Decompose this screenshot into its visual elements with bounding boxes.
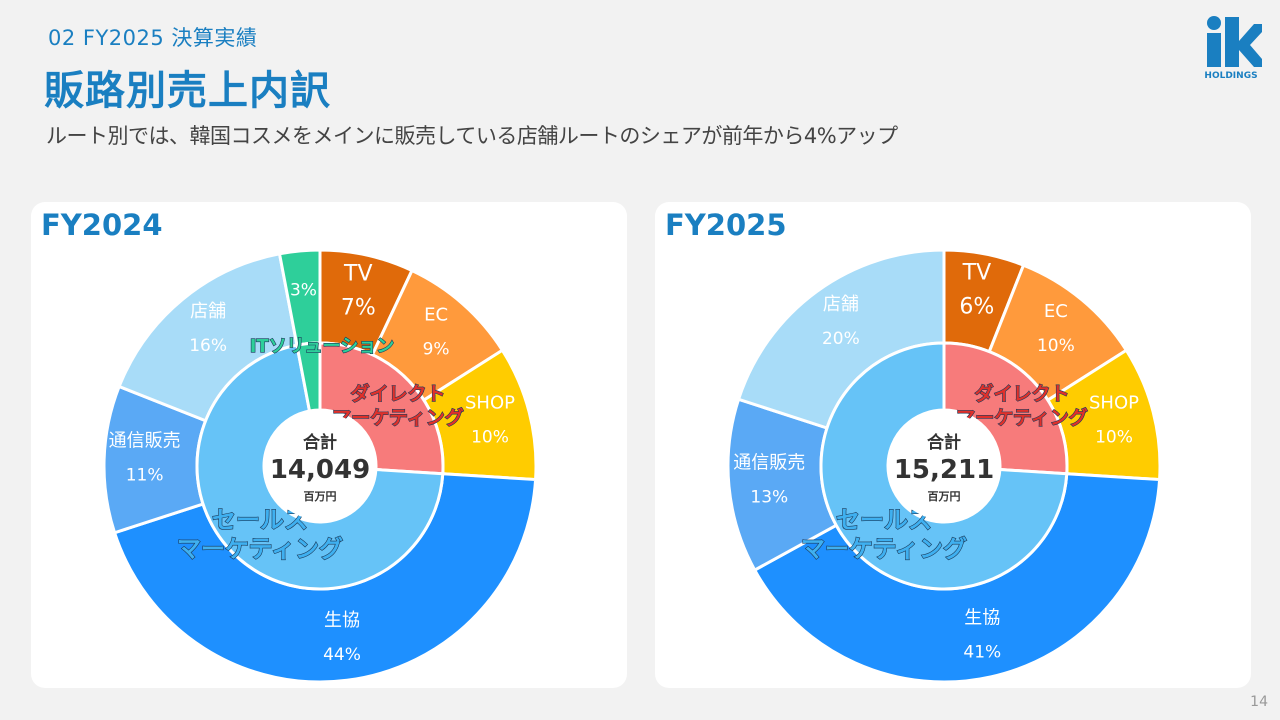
outer-slice-name-segment-4: 通信販売 — [733, 453, 805, 474]
outer-slice-name-shop: SHOP — [1089, 392, 1139, 413]
inner-segment-label-2: ITソリューション — [250, 336, 395, 357]
page-subtitle: ルート別では、韓国コスメをメインに販売している店舗ルートのシェアが前年から4%ア… — [46, 124, 898, 148]
outer-slice-value-segment-5: 20% — [822, 329, 860, 349]
outer-slice-value-ec: 10% — [1037, 336, 1075, 356]
inner-segment-label-0: ダイレクトマーケティング — [332, 382, 463, 429]
ik-holdings-logo: HOLDINGS — [1204, 16, 1262, 80]
outer-slice-value-shop: 10% — [471, 427, 509, 447]
inner-slice-0 — [318, 341, 445, 476]
center-label: 合計 — [927, 432, 961, 453]
logo-text: HOLDINGS — [1204, 71, 1257, 80]
outer-slice-value-segment-5: 16% — [189, 336, 227, 356]
outer-slice-name-ec: EC — [1044, 301, 1068, 322]
outer-slice-name-segment-5: 店舗 — [823, 294, 859, 315]
page-number: 14 — [1250, 694, 1268, 710]
center-unit: 百万円 — [928, 490, 961, 503]
fy2024-chart-panel: FY2024 TV 7% EC 9% SHOP 10% 生協 44% 通信販売 11% 店舗 16% 3… — [31, 202, 627, 688]
donut-center — [890, 412, 998, 520]
outer-slice-value-tv: 7% — [341, 296, 376, 321]
outer-slice-name-tv: TV — [962, 261, 992, 286]
outer-slice-name-shop: SHOP — [465, 392, 515, 413]
outer-slice-value-segment-3: 41% — [963, 642, 1001, 662]
fy2025-donut-chart: TV6% EC10%SHOP10%生協41%通信販売13%店舗20%ダイレクトマー… — [726, 248, 1162, 684]
outer-slice-name-segment-3: 生協 — [964, 607, 1000, 628]
outer-slice-value-tv: 6% — [959, 295, 994, 320]
inner-slice-2 — [295, 341, 322, 413]
center-total-value: 14,049 — [270, 455, 370, 485]
outer-slice-name-tv: TV — [343, 262, 373, 287]
outer-slice-value-shop: 10% — [1095, 427, 1133, 447]
inner-slice-0 — [942, 341, 1069, 476]
page-title: 販路別売上内訳 — [44, 68, 331, 114]
inner-slice-1 — [819, 341, 1069, 591]
inner-segment-label-1: セールスマーケティング — [177, 506, 343, 563]
fy2024-chart-title: FY2024 — [41, 208, 163, 242]
fy2025-chart-title: FY2025 — [665, 208, 787, 242]
outer-slice-value-segment-4: 11% — [126, 465, 164, 485]
inner-slice-1 — [195, 343, 445, 591]
outer-slice-value-segment-6: 3% — [290, 280, 317, 300]
outer-slice-name-segment-4: 通信販売 — [109, 430, 181, 451]
center-unit: 百万円 — [304, 490, 337, 503]
center-label: 合計 — [303, 432, 337, 453]
donut-center — [266, 412, 374, 520]
outer-slice-name-segment-5: 店舗 — [190, 301, 226, 322]
outer-slice-value-segment-4: 13% — [750, 488, 788, 508]
outer-slice-name-segment-3: 生協 — [324, 610, 360, 631]
outer-slice-value-ec: 9% — [423, 339, 450, 359]
outer-slice-value-segment-3: 44% — [323, 645, 361, 665]
fy2025-chart-panel: FY2025 TV 6% EC 10% SHOP 10% 生協 41% 通信販売 13% 店舗 20%… — [655, 202, 1251, 688]
outer-slice-name-ec: EC — [424, 304, 448, 325]
fy2024-donut-chart: TV 7% EC 9% SHOP 10% 生協 44% 通信販売 11% 店舗 16% 3% ダイレクトマ… — [102, 248, 538, 684]
section-label: 02 FY2025 決算実績 — [48, 26, 258, 50]
center-total-value: 15,211 — [894, 455, 994, 485]
